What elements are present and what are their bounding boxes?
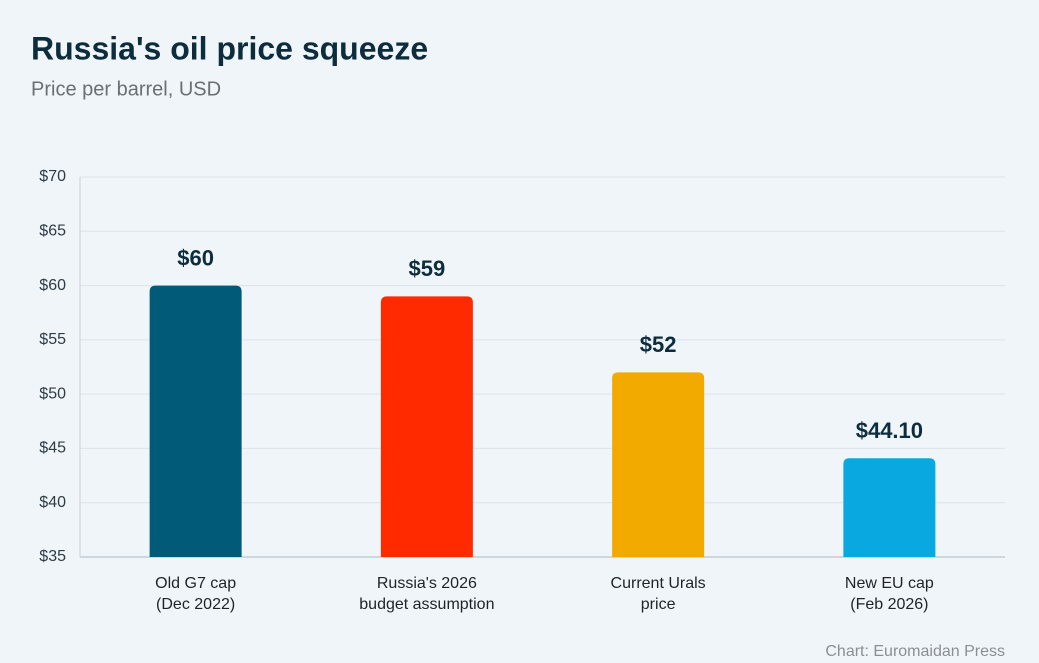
value-label: $44.10 (856, 418, 923, 443)
x-tick-label: budget assumption (359, 596, 494, 613)
bar (843, 458, 936, 557)
value-label: $60 (177, 245, 214, 270)
chart-title: Russia's oil price squeeze (31, 30, 428, 66)
x-tick-label: price (641, 596, 676, 613)
x-tick-label: (Dec 2022) (156, 596, 235, 613)
y-tick-label: $70 (39, 168, 66, 185)
x-tick-label: (Feb 2026) (850, 596, 928, 613)
x-tick-label: New EU cap (845, 575, 934, 592)
x-tick-label: Russia's 2026 (377, 575, 477, 592)
x-tick-label: Old G7 cap (155, 575, 236, 592)
y-tick-label: $50 (39, 385, 66, 402)
bar (149, 285, 242, 557)
bar (612, 372, 705, 557)
y-tick-label: $55 (39, 331, 66, 348)
x-tick-label: Current Urals (611, 575, 706, 592)
source: Chart: Euromaidan Press (825, 643, 1005, 660)
y-tick-label: $35 (39, 548, 66, 565)
y-tick-label: $45 (39, 440, 66, 457)
chart-subtitle: Price per barrel, USD (31, 78, 221, 100)
y-tick-label: $65 (39, 223, 66, 240)
bar (380, 296, 473, 557)
value-label: $59 (409, 256, 446, 281)
y-tick-label: $60 (39, 277, 66, 294)
y-tick-label: $40 (39, 494, 66, 511)
value-label: $52 (640, 332, 677, 357)
